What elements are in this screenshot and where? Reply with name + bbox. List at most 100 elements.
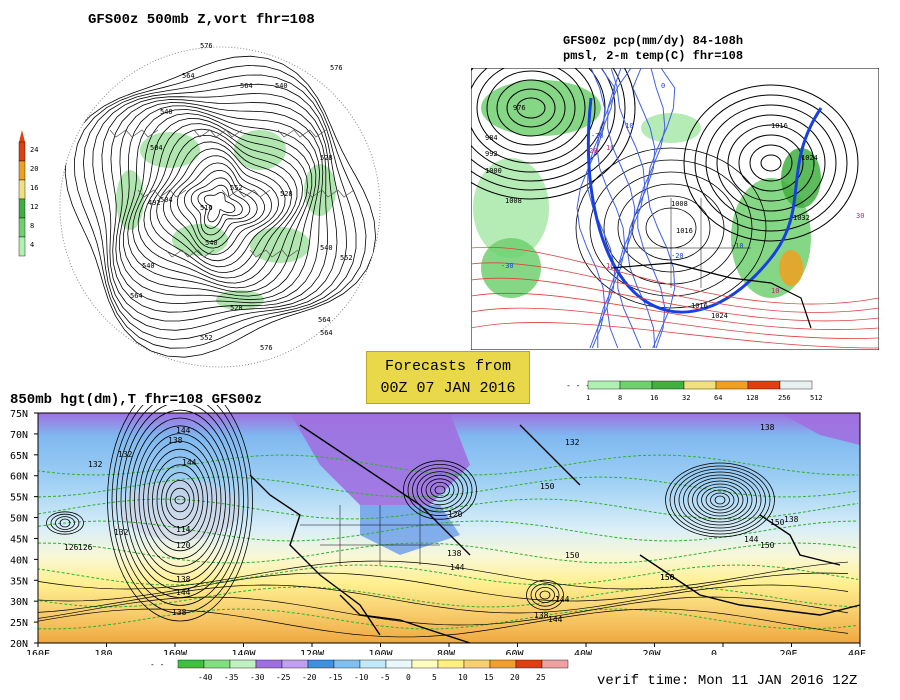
isotherm (37, 476, 859, 498)
colorbar-label: 24 (30, 146, 38, 154)
height-contour (696, 483, 744, 517)
height-contour-label: 138 (176, 575, 191, 584)
colorbar-label: -20 (302, 673, 317, 682)
polar-contour-label: 576 (200, 42, 213, 50)
bottom-map: 1441381321261141201381441321501501441381… (10, 405, 866, 655)
latitude-label: 65N (10, 451, 28, 462)
temperature-contour (596, 68, 626, 349)
colorbar-label: 512 (810, 394, 823, 402)
pressure-contour (716, 114, 826, 212)
colorbar-segment (683, 380, 717, 390)
height-contour (156, 464, 204, 536)
height-contour (152, 456, 208, 544)
polar-contour-label: 516 (200, 204, 213, 212)
polar-contour-labels: 576 564 564 540 540 528 552 516 504 528 492 540 540 5… (130, 42, 353, 352)
height-contour (678, 471, 762, 529)
latitude-label: 55N (10, 493, 28, 504)
pressure-contour (471, 68, 636, 200)
height-contour-label: 144 (744, 535, 759, 544)
longitude-label: 60W (506, 649, 525, 655)
precip-colorbar: - - - 1 8 16 32 64 128 256 512 (566, 378, 846, 404)
height-contour (170, 487, 190, 513)
vorticity-patch (216, 290, 264, 310)
polar-contour-label: 552 (230, 184, 243, 192)
pressure-contour (516, 97, 546, 119)
colorbar-label: 1 (586, 394, 590, 402)
height-contour (163, 148, 279, 262)
height-contour (115, 102, 324, 304)
latitude-label: 50N (10, 514, 28, 525)
warm-contour (471, 307, 879, 339)
height-contour-label: 138 (172, 608, 187, 617)
height-contour (203, 192, 236, 223)
state-borders (621, 198, 751, 288)
coastline (759, 514, 841, 566)
colorbar-segment (177, 659, 205, 669)
precip-contour-labels: 9769849921000100810161024103210081016101… (485, 82, 864, 320)
colorbar-label: -40 (198, 673, 213, 682)
pressure-contour (506, 88, 556, 128)
warm-contour (471, 292, 879, 330)
height-contour (692, 480, 748, 520)
precip-contour-label: 1032 (793, 214, 810, 222)
latitude-label: 60N (10, 472, 28, 483)
precip-patch (641, 113, 701, 143)
longitude-label: 40E (848, 649, 866, 655)
precip-patch (779, 250, 803, 286)
height-contour (73, 64, 367, 349)
pressure-contour (738, 134, 804, 192)
precip-contour-label: -10 (731, 242, 744, 250)
colorbar-label: 128 (746, 394, 759, 402)
colorbar-label: -15 (328, 673, 343, 682)
precip-contour-label: 1000 (485, 167, 502, 175)
coastline (137, 189, 187, 198)
colorbar-segment (515, 659, 543, 669)
colorbar-segment (385, 659, 413, 669)
height-contour (55, 516, 75, 530)
colorbar-segment (333, 659, 361, 669)
height-contour (176, 162, 265, 249)
colorbar-label: 8 (618, 394, 622, 402)
longitude-label: 80W (437, 649, 456, 655)
height-contour-label: 138 (784, 515, 799, 524)
cold-region (780, 413, 860, 445)
colorbar-label: -35 (224, 673, 239, 682)
precip-contour-label: -20 (671, 252, 684, 260)
colorbar-label: 4 (30, 241, 34, 249)
pressure-contour (749, 144, 793, 182)
verification-time: verif time: Mon 11 JAN 2016 12Z (597, 673, 858, 689)
precip-map: 9769849921000100810161024103210081016101… (471, 68, 879, 350)
latitude-label: 25N (10, 618, 28, 629)
precip-contours (471, 68, 879, 349)
colorbar-label: 256 (778, 394, 791, 402)
precip-contour-label: 1008 (505, 197, 522, 205)
precip-contour-label: 1016 (691, 302, 708, 310)
colorbar-segment (18, 198, 26, 219)
temperature-contour (637, 68, 666, 349)
height-contour (149, 134, 292, 274)
forecast-line-2: 00Z 07 JAN 2016 (380, 380, 516, 397)
polar-contour-label: 504 (160, 196, 173, 204)
height-contour (674, 468, 766, 532)
pressure-contour (727, 124, 815, 202)
coastlines (249, 424, 861, 644)
polar-colorbar: 24 20 16 12 8 4 (18, 128, 48, 268)
temperature-contour (576, 68, 606, 349)
latitude-label: 70N (10, 430, 28, 441)
forecast-info-box: Forecasts from 00Z 07 JAN 2016 (366, 351, 530, 404)
coastline (193, 129, 243, 138)
colorbar-label: 15 (484, 673, 494, 682)
vorticity-patch (234, 130, 286, 170)
height-contour (120, 405, 240, 598)
height-contour (190, 177, 251, 236)
height-contour-label: 138 (760, 423, 775, 432)
longitude-label: 100W (369, 649, 394, 655)
height-contour (174, 495, 186, 505)
polar-contour-label: 528 (230, 304, 243, 312)
latitude-label: 20N (10, 639, 28, 650)
height-contour (687, 477, 753, 523)
height-contour (169, 155, 273, 255)
isotherm (37, 608, 859, 630)
colorbar-segment (715, 380, 749, 390)
colorbar-label: 5 (432, 673, 437, 682)
